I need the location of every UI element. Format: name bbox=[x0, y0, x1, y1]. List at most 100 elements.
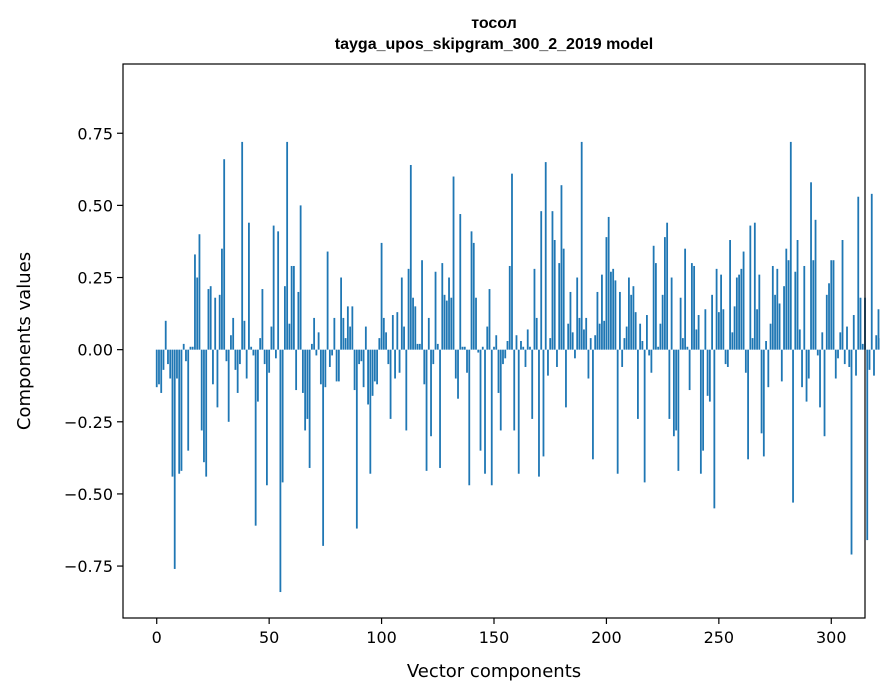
bar-271 bbox=[765, 341, 767, 350]
bar-42 bbox=[250, 347, 252, 350]
bar-223 bbox=[657, 347, 659, 350]
bar-177 bbox=[554, 240, 556, 350]
bar-85 bbox=[347, 306, 349, 349]
x-tick-label-300: 300 bbox=[816, 628, 847, 647]
bar-109 bbox=[401, 278, 403, 350]
bar-304 bbox=[839, 332, 841, 349]
bar-306 bbox=[844, 350, 846, 364]
bar-110 bbox=[403, 327, 405, 350]
chart-title-line-1: тосол bbox=[471, 15, 517, 32]
bar-143 bbox=[477, 350, 479, 353]
bar-254 bbox=[727, 350, 729, 367]
x-tick-label-250: 250 bbox=[704, 628, 735, 647]
bar-71 bbox=[315, 350, 317, 356]
bar-81 bbox=[338, 350, 340, 382]
bar-22 bbox=[205, 350, 207, 477]
bar-256 bbox=[731, 332, 733, 349]
bar-2 bbox=[160, 350, 162, 393]
bar-199 bbox=[603, 321, 605, 350]
bar-167 bbox=[531, 350, 533, 419]
bar-129 bbox=[446, 301, 448, 350]
bar-251 bbox=[720, 275, 722, 350]
bar-78 bbox=[331, 350, 333, 356]
bar-262 bbox=[745, 350, 747, 373]
bar-94 bbox=[367, 350, 369, 405]
bar-297 bbox=[824, 350, 826, 437]
bar-164 bbox=[525, 350, 527, 367]
bar-118 bbox=[421, 260, 423, 349]
bar-190 bbox=[583, 329, 585, 349]
bar-188 bbox=[579, 318, 581, 350]
bar-106 bbox=[394, 350, 396, 379]
bar-261 bbox=[743, 252, 745, 350]
x-tick-label-150: 150 bbox=[479, 628, 510, 647]
bar-48 bbox=[264, 350, 266, 364]
bar-31 bbox=[226, 350, 228, 362]
bar-59 bbox=[288, 324, 290, 350]
bar-284 bbox=[794, 272, 796, 350]
bar-268 bbox=[758, 275, 760, 350]
bar-272 bbox=[767, 350, 769, 388]
bar-264 bbox=[749, 226, 751, 350]
bar-192 bbox=[588, 350, 590, 379]
bar-134 bbox=[457, 350, 459, 399]
bar-258 bbox=[736, 278, 738, 350]
bars bbox=[156, 142, 880, 592]
x-axis-label: Vector components bbox=[407, 661, 581, 682]
bar-119 bbox=[423, 350, 425, 385]
bar-288 bbox=[803, 266, 805, 350]
bar-103 bbox=[387, 350, 389, 364]
bar-289 bbox=[806, 350, 808, 402]
bar-147 bbox=[486, 327, 488, 350]
bar-8 bbox=[174, 350, 176, 569]
bar-53 bbox=[275, 350, 277, 359]
bar-30 bbox=[223, 159, 225, 349]
bar-69 bbox=[311, 344, 313, 350]
bar-189 bbox=[581, 142, 583, 350]
bar-279 bbox=[783, 286, 785, 349]
bar-145 bbox=[482, 347, 484, 350]
y-tick-label-5: 0.50 bbox=[77, 196, 113, 215]
bar-153 bbox=[500, 350, 502, 431]
bar-20 bbox=[201, 350, 203, 431]
bar-122 bbox=[430, 350, 432, 437]
bar-34 bbox=[232, 318, 234, 350]
bar-248 bbox=[713, 350, 715, 509]
bar-238 bbox=[691, 263, 693, 350]
bar-230 bbox=[673, 350, 675, 437]
bar-193 bbox=[590, 338, 592, 350]
bar-216 bbox=[642, 341, 644, 350]
bar-115 bbox=[414, 306, 416, 349]
bar-231 bbox=[675, 350, 677, 431]
bar-101 bbox=[383, 318, 385, 350]
bar-12 bbox=[183, 344, 185, 350]
bar-43 bbox=[253, 350, 255, 356]
bar-277 bbox=[779, 303, 781, 349]
bar-237 bbox=[689, 350, 691, 390]
bar-247 bbox=[711, 295, 713, 350]
bar-307 bbox=[846, 327, 848, 350]
bar-170 bbox=[538, 350, 540, 477]
bar-218 bbox=[646, 315, 648, 350]
bar-73 bbox=[320, 350, 322, 385]
bar-319 bbox=[873, 350, 875, 376]
bar-308 bbox=[848, 350, 850, 367]
bar-206 bbox=[619, 292, 621, 350]
bar-173 bbox=[545, 162, 547, 350]
bar-203 bbox=[612, 269, 614, 350]
bar-64 bbox=[300, 205, 302, 349]
bar-202 bbox=[610, 272, 612, 350]
bar-293 bbox=[815, 220, 817, 350]
bar-79 bbox=[333, 318, 335, 350]
bar-21 bbox=[203, 350, 205, 463]
bar-112 bbox=[408, 269, 410, 350]
bar-128 bbox=[444, 295, 446, 350]
bar-161 bbox=[518, 350, 520, 474]
bar-321 bbox=[878, 309, 880, 349]
bar-305 bbox=[842, 240, 844, 350]
bar-217 bbox=[644, 350, 646, 483]
bar-116 bbox=[417, 344, 419, 350]
bar-46 bbox=[259, 338, 261, 350]
bar-245 bbox=[707, 350, 709, 396]
